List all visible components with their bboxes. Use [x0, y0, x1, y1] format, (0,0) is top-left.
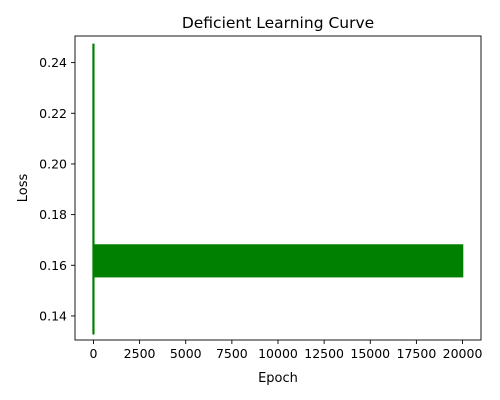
x-tick-label: 15000: [350, 346, 390, 361]
x-tick-label: 20000: [443, 346, 483, 361]
x-tick-label: 17500: [397, 346, 437, 361]
x-tick-label: 5000: [170, 346, 202, 361]
chart-title: Deficient Learning Curve: [182, 14, 374, 32]
x-tick-label: 0: [89, 346, 97, 361]
y-tick-label: 0.20: [39, 156, 67, 171]
y-tick-label: 0.14: [39, 308, 67, 323]
y-tick-label: 0.18: [39, 207, 67, 222]
x-tick-label: 10000: [258, 346, 298, 361]
loss-oscillation-band: [92, 244, 464, 278]
y-axis-label: Loss: [16, 174, 31, 203]
x-tick-label: 12500: [304, 346, 344, 361]
y-tick-label: 0.22: [39, 106, 67, 121]
x-axis-ticks: 0 2500 5000 7500 10000 12500 15000 17500 20000: [89, 340, 482, 361]
plot-frame: [74, 35, 482, 341]
x-tick-label: 7500: [216, 346, 248, 361]
y-tick-label: 0.16: [39, 258, 67, 273]
series-layer: [92, 43, 464, 335]
y-tick-label: 0.24: [39, 55, 67, 70]
y-axis-ticks: 0.14 0.16 0.18 0.20 0.22 0.24: [39, 55, 75, 323]
x-tick-label: 2500: [124, 346, 156, 361]
plot-area: [74, 35, 482, 341]
x-axis-label: Epoch: [258, 371, 298, 386]
